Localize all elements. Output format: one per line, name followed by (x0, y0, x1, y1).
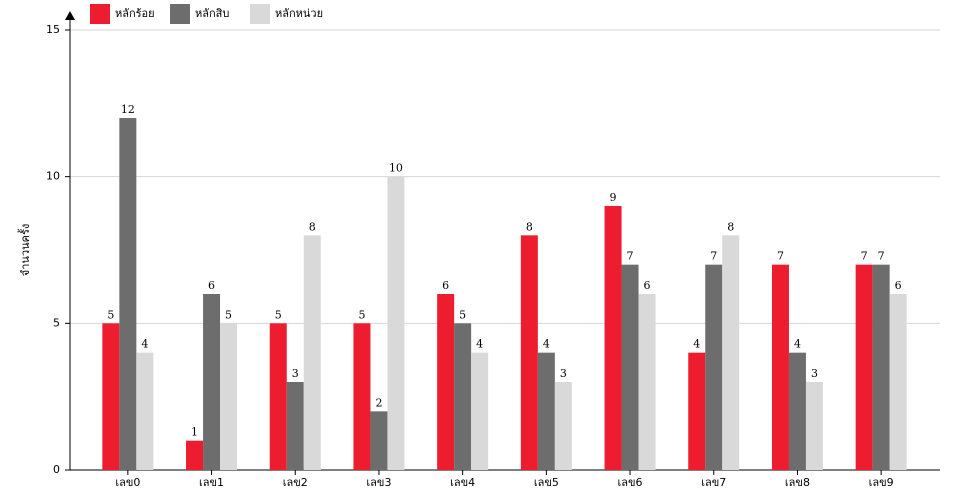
y-axis-label: จำนวนครั้ง (17, 224, 32, 276)
value-label: 8 (309, 220, 316, 233)
legend-swatch (90, 4, 110, 24)
value-label: 6 (644, 279, 651, 292)
bar (537, 352, 555, 470)
value-label: 4 (141, 338, 148, 351)
value-label: 9 (610, 191, 617, 204)
bar (119, 118, 137, 470)
value-label: 4 (476, 338, 483, 351)
bar (102, 323, 120, 470)
legend-label: หลักร้อย (115, 7, 155, 20)
y-tick-label: 0 (53, 463, 60, 476)
bar (186, 440, 204, 470)
value-label: 6 (442, 279, 449, 292)
bar (471, 352, 489, 470)
value-label: 12 (121, 103, 135, 116)
value-label: 5 (358, 308, 365, 321)
y-tick-label: 5 (53, 316, 60, 329)
x-tick-label: เลข6 (618, 476, 643, 489)
x-tick-label: เลข3 (366, 476, 391, 489)
bar (286, 382, 304, 470)
bar (805, 382, 823, 470)
value-label: 7 (777, 250, 784, 263)
x-tick-label: เลข8 (785, 476, 810, 489)
bar (370, 411, 388, 470)
bar (889, 294, 907, 470)
bar (688, 352, 706, 470)
value-label: 4 (543, 338, 550, 351)
bar (136, 352, 154, 470)
bar (353, 323, 371, 470)
value-label: 8 (526, 220, 533, 233)
value-label: 6 (208, 279, 215, 292)
bar (872, 264, 890, 470)
value-label: 2 (375, 396, 382, 409)
x-tick-label: เลข9 (869, 476, 894, 489)
value-label: 5 (459, 308, 466, 321)
x-tick-label: เลข7 (701, 476, 726, 489)
y-tick-label: 10 (46, 170, 60, 183)
bar (771, 264, 789, 470)
bar (722, 235, 740, 470)
bar (454, 323, 472, 470)
value-label: 5 (107, 308, 114, 321)
legend-swatch (250, 4, 270, 24)
bar (203, 294, 221, 470)
bar (303, 235, 321, 470)
bar (269, 323, 287, 470)
value-label: 10 (389, 162, 403, 175)
value-label: 3 (292, 367, 299, 380)
value-label: 7 (878, 250, 885, 263)
value-label: 1 (191, 426, 198, 439)
value-label: 4 (693, 338, 700, 351)
bar (638, 294, 656, 470)
bar (788, 352, 806, 470)
value-label: 7 (627, 250, 634, 263)
bar (437, 294, 455, 470)
value-label: 5 (225, 308, 232, 321)
bar (387, 176, 405, 470)
bar (705, 264, 723, 470)
value-label: 7 (861, 250, 868, 263)
value-label: 6 (895, 279, 902, 292)
bar (855, 264, 873, 470)
value-label: 4 (794, 338, 801, 351)
bar (554, 382, 572, 470)
value-label: 7 (710, 250, 717, 263)
bar (220, 323, 238, 470)
legend-label: หลักสิบ (195, 7, 229, 20)
x-tick-label: เลข1 (199, 476, 224, 489)
value-label: 3 (560, 367, 567, 380)
value-label: 8 (727, 220, 734, 233)
legend-swatch (170, 4, 190, 24)
bar (604, 206, 622, 470)
legend-label: หลักหน่วย (275, 7, 323, 20)
x-tick-label: เลข0 (115, 476, 140, 489)
y-axis-arrow (65, 11, 75, 20)
bar (520, 235, 538, 470)
y-tick-label: 15 (46, 23, 60, 36)
bar (621, 264, 639, 470)
value-label: 3 (811, 367, 818, 380)
value-label: 5 (275, 308, 282, 321)
x-tick-label: เลข2 (283, 476, 308, 489)
x-tick-label: เลข4 (450, 476, 475, 489)
x-tick-label: เลข5 (534, 476, 559, 489)
